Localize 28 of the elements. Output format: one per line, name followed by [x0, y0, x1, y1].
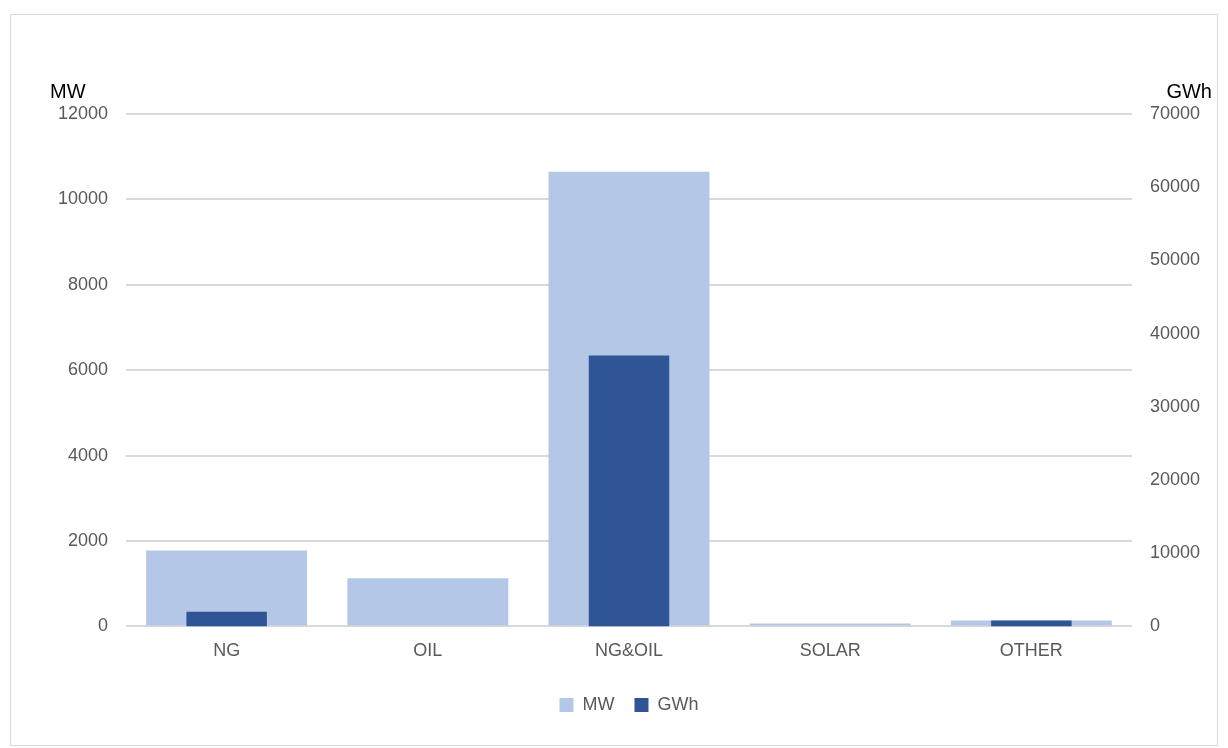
y2-tick-label: 0	[1149, 615, 1160, 636]
x-tick-label: OIL	[413, 640, 443, 661]
y2-tick-label: 30000	[1149, 395, 1201, 416]
legend-label: MW	[582, 693, 615, 714]
y-tick-label: 12000	[57, 102, 109, 123]
y2-tick-label: 20000	[1149, 468, 1201, 489]
y2-tick-label: 70000	[1149, 102, 1201, 123]
bar	[588, 355, 670, 627]
bar	[347, 578, 509, 626]
x-tick-label: OTHER	[999, 640, 1063, 661]
y-tick-label: 8000	[68, 273, 109, 294]
y2-tick-label: 60000	[1149, 176, 1201, 197]
bar	[186, 611, 267, 627]
y-axis-title: MW	[50, 79, 86, 102]
x-tick-label: NG&OIL	[594, 640, 664, 661]
y-tick-label: 4000	[68, 444, 109, 465]
y-tick-label: 2000	[68, 529, 109, 550]
y-tick-label: 10000	[57, 188, 109, 209]
y-tick-label: 0	[98, 615, 109, 636]
y2-tick-label: 40000	[1149, 322, 1201, 343]
x-tick-label: NG	[213, 640, 241, 661]
y2-axis-title: GWh	[1166, 79, 1212, 102]
y-tick-label: 6000	[68, 359, 109, 380]
y2-tick-label: 10000	[1149, 542, 1201, 563]
bar	[146, 550, 308, 626]
x-tick-label: SOLAR	[799, 640, 861, 661]
legend-label: GWh	[657, 693, 699, 714]
y2-tick-label: 50000	[1149, 249, 1201, 270]
